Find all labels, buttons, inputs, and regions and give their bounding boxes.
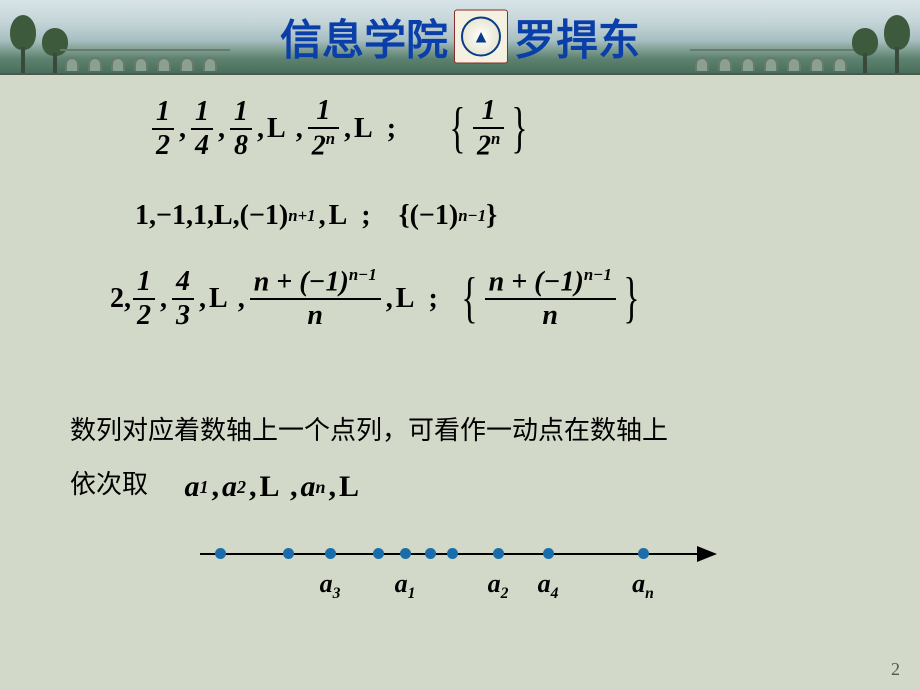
tree-decoration <box>882 8 912 73</box>
header-title: 信息学院 ▲ 罗捍东 <box>280 6 640 67</box>
axis-label: a3 <box>320 569 341 603</box>
number-line: a3 a1 a2 a4 an <box>200 535 730 615</box>
page-number: 2 <box>891 659 900 680</box>
axis-point <box>325 548 336 559</box>
title-left: 信息学院 <box>280 6 448 67</box>
sequence-2: 1,−1,1,L ,(−1)n+1,L ; {(−1)n−1} <box>135 200 497 232</box>
axis-point <box>400 548 411 559</box>
fraction: 1 2n <box>308 95 339 162</box>
tree-decoration <box>850 23 880 73</box>
set-notation: { n + (−1)n−1 n } <box>456 265 645 332</box>
axis-point <box>543 548 554 559</box>
axis-point <box>373 548 384 559</box>
fraction: 1 2 <box>133 266 155 332</box>
university-logo: ▲ <box>454 10 508 64</box>
bridge-decoration <box>60 49 230 67</box>
fraction: n + (−1)n−1 n <box>250 265 381 332</box>
axis-label: an <box>632 569 654 603</box>
set-notation: { 1 2n } <box>444 95 533 162</box>
axis-point <box>493 548 504 559</box>
sequence-3: 2, 1 2 , 4 3 ,L , n + (−1)n−1 n ,L ; { n… <box>110 265 645 332</box>
header-banner: 信息学院 ▲ 罗捍东 <box>0 0 920 75</box>
axis-arrow-icon <box>697 546 717 562</box>
fraction: 4 3 <box>172 266 194 332</box>
tree-decoration <box>8 8 38 73</box>
axis-label: a1 <box>395 569 416 603</box>
axis-point <box>425 548 436 559</box>
slide-content: 1 2 , 1 4 , 1 8 ,L , 1 2n ,L ; { 1 2n } … <box>0 75 920 690</box>
title-right: 罗捍东 <box>514 6 640 67</box>
paragraph-line2: 依次取 <box>70 470 148 499</box>
fraction: 1 4 <box>191 96 213 162</box>
axis-point <box>447 548 458 559</box>
axis-label: a4 <box>538 569 559 603</box>
axis-point <box>283 548 294 559</box>
fraction: 1 2 <box>152 96 174 162</box>
axis-label: a2 <box>488 569 509 603</box>
logo-glyph: ▲ <box>461 17 501 57</box>
a-sequence: a1,a2,L ,an,L <box>185 457 360 517</box>
paragraph-line1: 数列对应着数轴上一个点列，可看作一动点在数轴上 <box>70 416 668 445</box>
explanation-paragraph: 数列对应着数轴上一个点列，可看作一动点在数轴上 依次取 a1,a2,L ,an,… <box>70 405 860 517</box>
axis-point <box>638 548 649 559</box>
axis-point <box>215 548 226 559</box>
fraction: 1 8 <box>230 96 252 162</box>
bridge-decoration <box>690 49 860 67</box>
sequence-1: 1 2 , 1 4 , 1 8 ,L , 1 2n ,L ; { 1 2n } <box>150 95 533 162</box>
